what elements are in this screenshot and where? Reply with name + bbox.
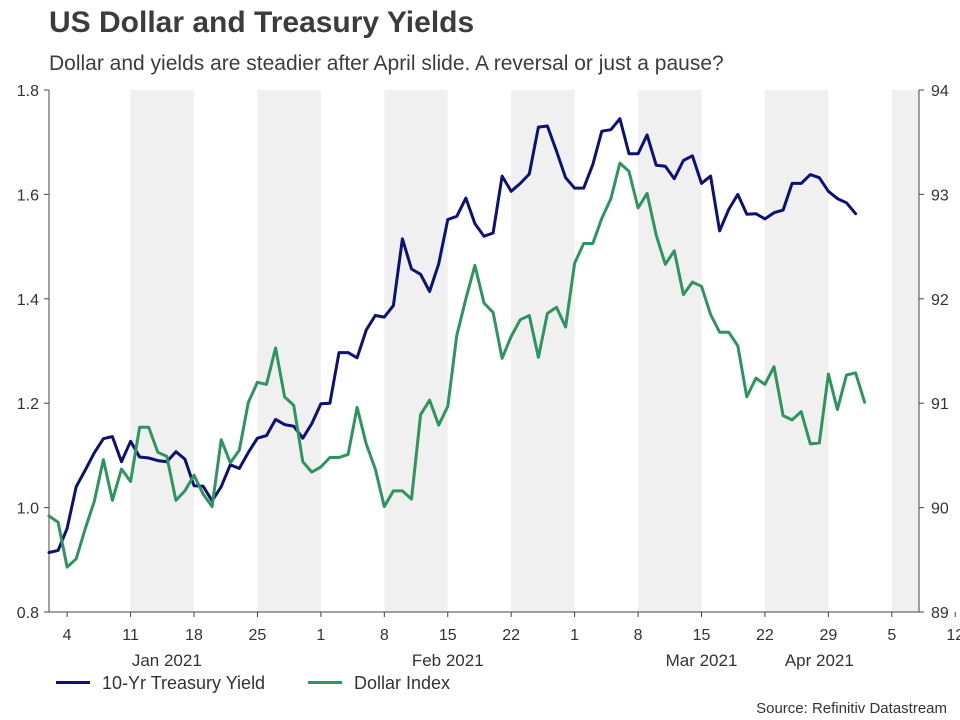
x-tick-label: 12 — [946, 627, 960, 644]
y-right-tick-label: 92 — [931, 292, 949, 309]
x-tick-label: 8 — [380, 627, 389, 644]
y-right-tick-label: 93 — [931, 187, 949, 204]
x-tick-label: 18 — [185, 627, 203, 644]
x-month-label: Jan 2021 — [132, 651, 202, 670]
x-tick-label: 1 — [316, 627, 325, 644]
grid-band — [511, 90, 575, 612]
legend-label-dollar-index: Dollar Index — [354, 673, 451, 693]
x-tick-label: 22 — [756, 627, 774, 644]
y-left-tick-label: 1.2 — [17, 396, 39, 413]
x-month-label: Mar 2021 — [666, 651, 738, 670]
chart-title: US Dollar and Treasury Yields — [49, 6, 475, 39]
y-left-tick-label: 1.6 — [17, 187, 39, 204]
y-left-tick-label: 0.8 — [17, 605, 39, 622]
y-left-tick-label: 1.8 — [17, 83, 39, 100]
grid-band — [638, 90, 702, 612]
y-right-tick-label: 89 — [931, 605, 949, 622]
series-line-treasury-yield — [47, 117, 858, 554]
grid-band — [891, 90, 919, 612]
y-right-tick-label: 94 — [931, 83, 949, 100]
x-tick-label: 25 — [249, 627, 267, 644]
x-tick-label: 5 — [887, 627, 896, 644]
grid-band — [384, 90, 448, 612]
x-tick-label: 15 — [693, 627, 711, 644]
x-month-label: Feb 2021 — [412, 651, 484, 670]
grid-band — [257, 90, 321, 612]
x-tick-label: 1 — [570, 627, 579, 644]
x-tick-label: 8 — [634, 627, 643, 644]
grid-bands — [130, 90, 919, 612]
legend-item-dollar-index: Dollar Index — [308, 673, 450, 694]
x-tick-label: 4 — [63, 627, 72, 644]
grid-band — [764, 90, 829, 612]
y-right-tick-label: 91 — [931, 396, 949, 413]
x-tick-label: 11 — [122, 627, 139, 644]
chart-subtitle: Dollar and yields are steadier after Apr… — [49, 52, 724, 75]
legend-item-treasury-yield: 10-Yr Treasury Yield — [56, 673, 265, 694]
source-note: Source: Refinitiv Datastream — [756, 700, 947, 717]
x-tick-label: 22 — [502, 627, 520, 644]
legend-swatch-treasury-yield — [56, 680, 90, 684]
legend-swatch-dollar-index — [308, 680, 342, 684]
series-line-dollar-index — [47, 161, 867, 569]
x-tick-label: 15 — [439, 627, 457, 644]
y-left-tick-label: 1.4 — [17, 292, 39, 309]
series-group — [47, 117, 867, 569]
legend-label-treasury-yield: 10-Yr Treasury Yield — [102, 673, 266, 693]
grid-band — [130, 90, 194, 612]
y-right-tick-label: 90 — [931, 501, 949, 518]
x-tick-label: 29 — [819, 627, 837, 644]
y-left-tick-label: 1.0 — [17, 501, 39, 518]
x-month-label: Apr 2021 — [785, 651, 854, 670]
